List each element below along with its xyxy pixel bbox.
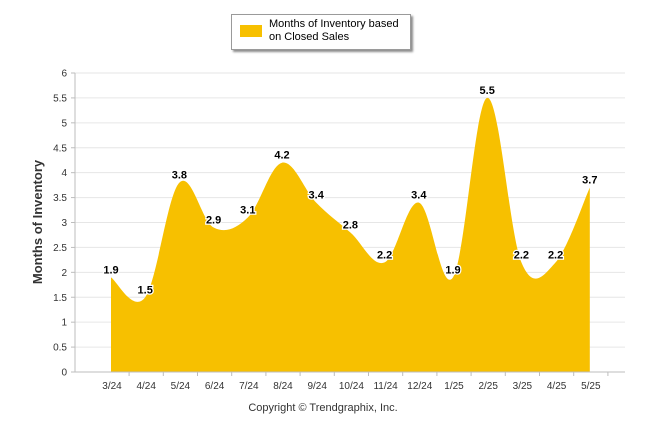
data-labels: 1.9 1.5 3.8 2.9 3.1 4.2 3.4 2.8 2.2 3.4 1.9 5.5 2.2 2… [102, 84, 599, 298]
x-tick-label: 5/25 [581, 381, 601, 392]
y-tick-label: 1.5 [53, 293, 67, 304]
x-tick-label: 3/25 [513, 381, 533, 392]
data-label: 2.8 [343, 219, 358, 231]
area-series [111, 97, 590, 372]
x-tick-label: 1/25 [444, 381, 464, 392]
data-label: 2.2 [377, 249, 392, 261]
legend-swatch [240, 25, 262, 37]
legend: Months of Inventory based on Closed Sale… [231, 14, 411, 50]
data-label: 1.9 [103, 264, 118, 276]
data-label: 2.9 [206, 214, 221, 226]
y-tick-label: 5.5 [53, 93, 67, 104]
data-label: 3.8 [172, 170, 187, 182]
y-tick-label: 1 [61, 318, 67, 329]
x-tick-label: 6/24 [205, 381, 225, 392]
y-tick-label: 4.5 [53, 143, 67, 154]
x-tick-label: 5/24 [171, 381, 191, 392]
x-tick-labels: 3/24 4/24 5/24 6/24 7/24 8/24 9/24 10/24 11/24 12… [102, 372, 609, 392]
y-tick-label: 0.5 [53, 343, 67, 354]
axes [74, 73, 625, 373]
data-label: 3.1 [240, 205, 255, 217]
x-tick-label: 4/24 [136, 381, 156, 392]
data-label: 3.4 [309, 190, 325, 202]
data-label: 2.2 [548, 249, 563, 261]
data-label: 1.5 [138, 284, 153, 296]
y-tick-label: 2 [61, 268, 67, 279]
y-tick-label: 0 [61, 368, 67, 379]
y-tick-label: 5 [61, 118, 67, 129]
legend-label: Months of Inventory based on Closed Sale… [269, 18, 399, 43]
data-label: 4.2 [274, 150, 289, 162]
x-tick-label: 2/25 [478, 381, 498, 392]
x-tick-label: 8/24 [273, 381, 293, 392]
data-label: 1.9 [445, 264, 460, 276]
y-tick-label: 4 [61, 168, 67, 179]
data-label: 3.7 [582, 175, 597, 187]
data-label: 2.2 [514, 249, 529, 261]
y-tick-label: 3.5 [53, 193, 67, 204]
copyright-text: Copyright © Trendgraphix, Inc. [248, 402, 398, 414]
x-tick-label: 7/24 [239, 381, 259, 392]
x-tick-label: 11/24 [373, 381, 398, 392]
y-tick-label: 6 [61, 69, 67, 80]
area-series-fill [111, 97, 590, 372]
data-label: 5.5 [480, 85, 495, 97]
x-tick-label: 10/24 [339, 381, 364, 392]
x-tick-label: 3/24 [102, 381, 122, 392]
data-label: 3.4 [411, 190, 427, 202]
x-tick-label: 4/25 [547, 381, 567, 392]
y-tick-label: 2.5 [53, 243, 67, 254]
x-tick-label: 9/24 [307, 381, 327, 392]
x-tick-label: 12/24 [407, 381, 432, 392]
y-tick-labels: 0 0.5 1 1.5 2 2.5 3 3.5 4 4.5 5 5.5 6 [53, 69, 67, 379]
y-axis-label: Months of Inventory [30, 159, 45, 284]
y-tick-label: 3 [61, 218, 67, 229]
